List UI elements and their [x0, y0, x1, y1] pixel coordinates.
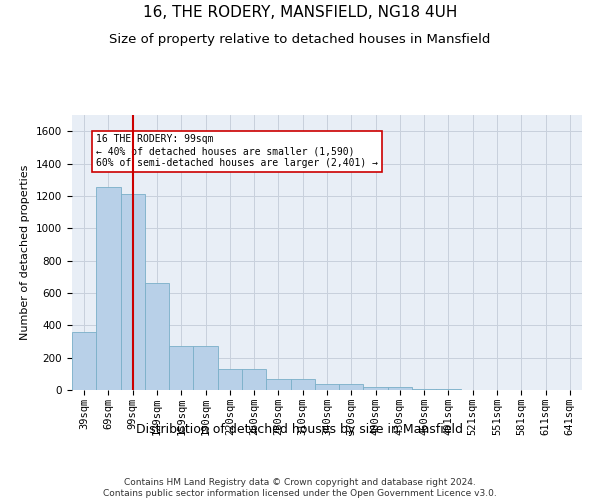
Text: Distribution of detached houses by size in Mansfield: Distribution of detached houses by size … [137, 422, 464, 436]
Bar [388, 387, 412, 390]
Text: 16 THE RODERY: 99sqm
← 40% of detached houses are smaller (1,590)
60% of semi-de: 16 THE RODERY: 99sqm ← 40% of detached h… [96, 134, 378, 168]
Text: Contains HM Land Registry data © Crown copyright and database right 2024.
Contai: Contains HM Land Registry data © Crown c… [103, 478, 497, 498]
Bar [242, 369, 266, 390]
Bar [121, 194, 145, 390]
Bar [145, 283, 169, 390]
Bar [436, 389, 461, 390]
Bar [412, 389, 436, 390]
Bar [218, 369, 242, 390]
Bar [290, 380, 315, 390]
Text: 16, THE RODERY, MANSFIELD, NG18 4UH: 16, THE RODERY, MANSFIELD, NG18 4UH [143, 5, 457, 20]
Y-axis label: Number of detached properties: Number of detached properties [20, 165, 31, 340]
Bar [364, 387, 388, 390]
Bar [96, 187, 121, 390]
Bar [169, 346, 193, 390]
Bar [339, 384, 364, 390]
Bar [193, 346, 218, 390]
Bar [266, 380, 290, 390]
Bar [72, 332, 96, 390]
Text: Size of property relative to detached houses in Mansfield: Size of property relative to detached ho… [109, 32, 491, 46]
Bar [315, 384, 339, 390]
